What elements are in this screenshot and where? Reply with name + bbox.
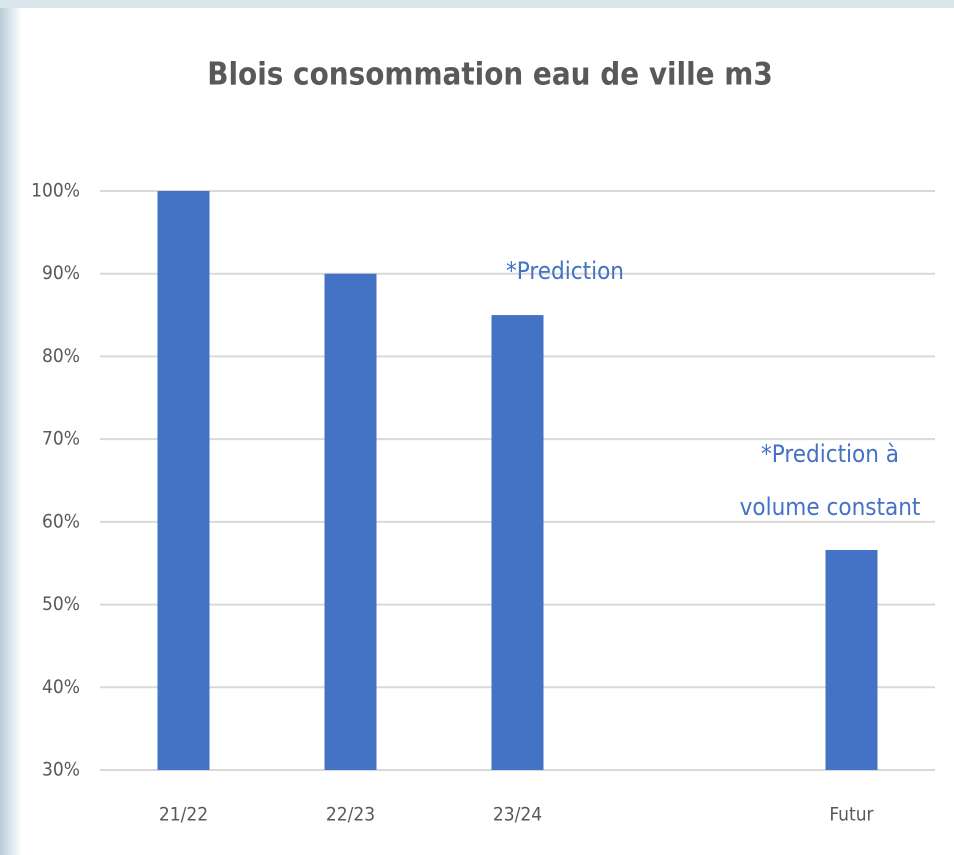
page: Blois consommation eau de ville m3 30% 40…	[0, 0, 954, 855]
y-tick-label: 30%	[42, 759, 80, 781]
y-tick-label: 40%	[42, 676, 80, 698]
bar	[492, 315, 544, 770]
x-tick-label: Futur	[829, 804, 874, 826]
y-tick-label: 70%	[42, 428, 80, 450]
y-tick-label: 50%	[42, 593, 80, 615]
annotation: *Prediction	[506, 257, 624, 285]
chart: Blois consommation eau de ville m3 30% 40…	[0, 0, 954, 855]
y-tick-label: 60%	[42, 510, 80, 532]
bar	[158, 191, 210, 770]
x-tick-label: 23/24	[493, 804, 542, 826]
chart-title: Blois consommation eau de ville m3	[207, 57, 773, 93]
y-tick-label: 90%	[42, 262, 80, 284]
bar	[325, 274, 377, 770]
annotation: volume constant	[740, 493, 921, 521]
annotation: *Prediction à	[761, 440, 899, 468]
x-tick-label: 22/23	[326, 804, 375, 826]
y-tick-label: 80%	[42, 345, 80, 367]
top-border	[0, 0, 954, 8]
x-tick-label: 21/22	[159, 804, 208, 826]
y-tick-label: 100%	[31, 180, 80, 202]
bar	[826, 550, 878, 770]
